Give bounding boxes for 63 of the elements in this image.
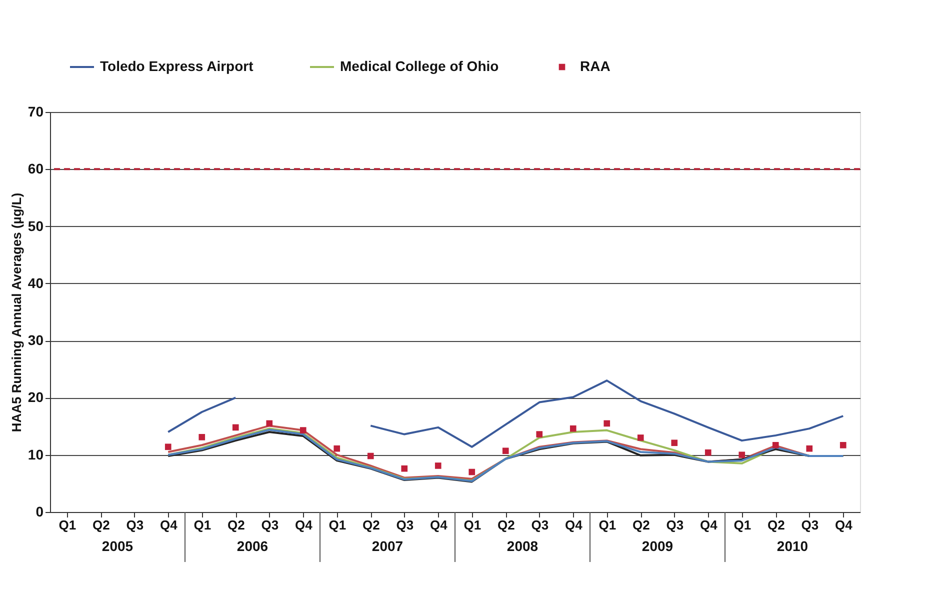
text: 2009: [642, 538, 674, 554]
legend-label: RAA: [580, 58, 610, 74]
point: [367, 452, 374, 460]
x-tick-label: Q3: [261, 518, 279, 532]
text: 2008: [506, 538, 538, 554]
x-tick-label: Q1: [734, 518, 752, 532]
point: [300, 427, 306, 434]
point: [401, 465, 408, 472]
point: [536, 431, 543, 438]
y-tick-label: 40: [28, 274, 44, 291]
x-tick-label: Q2: [362, 518, 380, 532]
x-tick-label: Q1: [58, 518, 76, 532]
x-tick-label: Q4: [294, 518, 314, 532]
point: [468, 468, 476, 476]
x-tick-label: Q3: [126, 518, 144, 532]
text: 2006: [236, 538, 268, 554]
point: [806, 445, 813, 452]
point: [704, 449, 712, 456]
text: 2007: [372, 538, 404, 554]
y-tick-label: 10: [28, 446, 44, 462]
x-tick-label: Q2: [227, 518, 245, 532]
text: 2010: [776, 538, 808, 554]
x-tick-label: Q4: [834, 518, 854, 532]
point: [840, 442, 846, 448]
point: [266, 420, 273, 427]
text: 2005: [102, 538, 134, 554]
x-tick-label: Q4: [430, 518, 448, 532]
point: [198, 434, 206, 440]
x-tick-label: Q1: [328, 518, 346, 532]
point: [232, 424, 239, 431]
y-tick-label: 30: [28, 332, 44, 348]
x-tick-label: Q4: [700, 518, 718, 532]
point: [671, 440, 678, 446]
y-tick-label: 60: [28, 160, 44, 177]
y-tick-label: 0: [36, 504, 44, 520]
x-tick-label: Q3: [531, 518, 549, 532]
x-tick-label: Q2: [92, 518, 110, 532]
x-tick-label: Q1: [464, 518, 482, 532]
point: [434, 462, 442, 469]
x-tick-label: Q3: [396, 518, 414, 532]
legend-label: Medical College of Ohio: [340, 58, 499, 74]
point: [164, 444, 172, 450]
legend-label: Toledo Express Airport: [100, 58, 254, 74]
point: [502, 448, 509, 454]
x-tick-label: Q4: [564, 518, 584, 532]
y-axis-title: HAA5 Running Annual Averages (µg/L): [8, 192, 24, 432]
y-tick-label: 50: [28, 218, 44, 234]
x-tick-label: Q1: [598, 518, 616, 532]
y-tick-label: 20: [28, 389, 44, 406]
x-tick-label: Q2: [497, 518, 515, 532]
point: [604, 420, 610, 427]
y-tick-label: 70: [28, 104, 44, 120]
point: [738, 452, 746, 458]
point: [334, 445, 340, 452]
x-tick-label: Q1: [194, 518, 212, 532]
point: [637, 434, 644, 441]
x-tick-label: Q4: [160, 518, 178, 532]
x-tick-label: Q2: [767, 518, 785, 532]
point: [570, 425, 576, 432]
x-tick-label: Q2: [632, 518, 650, 532]
point: [772, 442, 779, 448]
x-tick-label: Q3: [801, 518, 819, 532]
x-tick-label: Q3: [666, 518, 684, 532]
